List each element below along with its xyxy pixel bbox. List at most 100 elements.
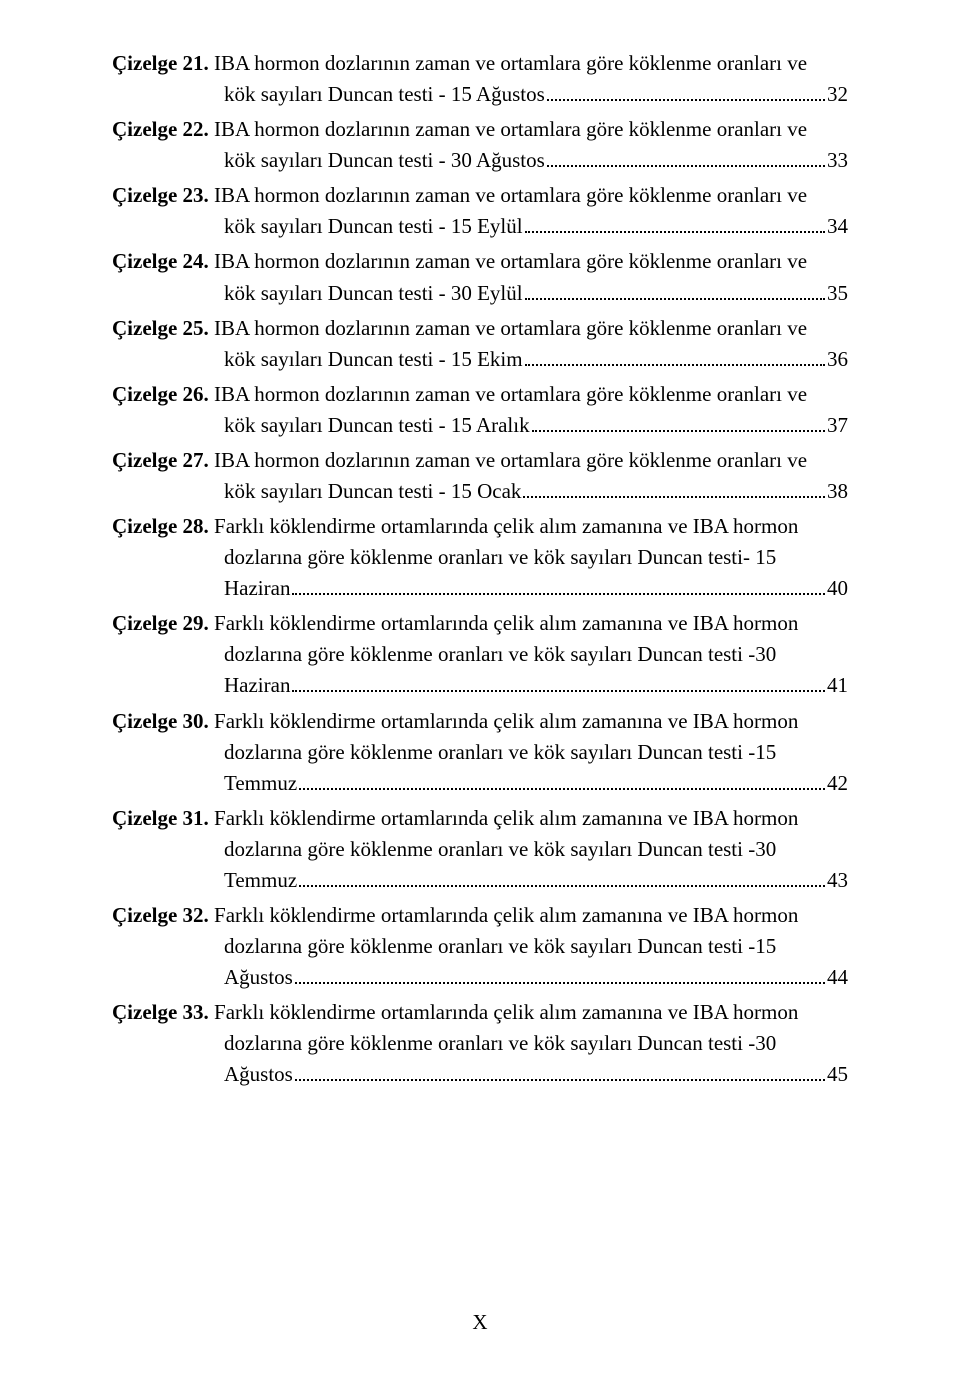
leader-dots	[547, 146, 825, 167]
page: Çizelge 21. IBA hormon dozlarının zaman …	[0, 0, 960, 1373]
toc-entry-line: Çizelge 26. IBA hormon dozlarının zaman …	[112, 379, 848, 410]
toc-entry-line: Çizelge 22. IBA hormon dozlarının zaman …	[112, 114, 848, 145]
toc-entry-text: Haziran	[224, 573, 290, 604]
toc-entry-page: 33	[827, 145, 848, 176]
toc-entry: Çizelge 25. IBA hormon dozlarının zaman …	[112, 313, 848, 375]
toc-entry-text: dozlarına göre köklenme oranları ve kök …	[224, 545, 776, 569]
toc-entry: Çizelge 31. Farklı köklendirme ortamları…	[112, 803, 848, 896]
leader-dots	[525, 213, 825, 234]
toc-entry-text: dozlarına göre köklenme oranları ve kök …	[224, 642, 776, 666]
toc-entry: Çizelge 29. Farklı köklendirme ortamları…	[112, 608, 848, 701]
toc-entry-page: 32	[827, 79, 848, 110]
toc-entry-label: Çizelge 25.	[112, 316, 209, 340]
toc-entry-leader-line: Temmuz 42	[112, 768, 848, 799]
toc-entry-text: Farklı köklendirme ortamlarında çelik al…	[214, 806, 798, 830]
toc-entry-text: Farklı köklendirme ortamlarında çelik al…	[214, 1000, 798, 1024]
toc-entry: Çizelge 22. IBA hormon dozlarının zaman …	[112, 114, 848, 176]
toc-entry-text: kök sayıları Duncan testi - 15 Ekim	[224, 344, 523, 375]
toc-entry-text: dozlarına göre köklenme oranları ve kök …	[224, 837, 776, 861]
toc-entry-line: dozlarına göre köklenme oranları ve kök …	[112, 834, 848, 865]
toc-entry-label: Çizelge 23.	[112, 183, 209, 207]
toc-entry-line: Çizelge 33. Farklı köklendirme ortamları…	[112, 997, 848, 1028]
toc-entry-text: dozlarına göre köklenme oranları ve kök …	[224, 740, 776, 764]
toc-entry-page: 34	[827, 211, 848, 242]
toc-entry: Çizelge 27. IBA hormon dozlarının zaman …	[112, 445, 848, 507]
leader-dots	[523, 477, 825, 498]
toc-entry-leader-line: kök sayıları Duncan testi - 15 Ocak38	[112, 476, 848, 507]
toc-entry-label: Çizelge 31.	[112, 806, 209, 830]
toc-entry-line: Çizelge 21. IBA hormon dozlarının zaman …	[112, 48, 848, 79]
toc-entry-page: 43	[827, 865, 848, 896]
toc-entry-leader-line: Ağustos 45	[112, 1059, 848, 1090]
leader-dots	[295, 1061, 825, 1082]
toc-entry-line: dozlarına göre köklenme oranları ve kök …	[112, 1028, 848, 1059]
toc-entry-text: IBA hormon dozlarının zaman ve ortamlara…	[214, 448, 807, 472]
toc-entry-page: 41	[827, 670, 848, 701]
leader-dots	[525, 345, 825, 366]
toc-entry-leader-line: kök sayıları Duncan testi - 30 Ağustos33	[112, 145, 848, 176]
toc-entry-text: IBA hormon dozlarının zaman ve ortamlara…	[214, 51, 807, 75]
toc-entry: Çizelge 33. Farklı köklendirme ortamları…	[112, 997, 848, 1090]
toc-entry-line: Çizelge 30. Farklı köklendirme ortamları…	[112, 706, 848, 737]
toc-entry-line: Çizelge 29. Farklı köklendirme ortamları…	[112, 608, 848, 639]
toc-entry: Çizelge 30. Farklı köklendirme ortamları…	[112, 706, 848, 799]
toc-entry-label: Çizelge 21.	[112, 51, 209, 75]
toc-entry-label: Çizelge 22.	[112, 117, 209, 141]
leader-dots	[292, 574, 825, 595]
toc-entry-leader-line: Haziran 41	[112, 670, 848, 701]
page-number-footer: X	[0, 1310, 960, 1335]
toc-entry: Çizelge 23. IBA hormon dozlarının zaman …	[112, 180, 848, 242]
toc-entry-text: kök sayıları Duncan testi - 30 Eylül	[224, 278, 523, 309]
toc-entry-text: kök sayıları Duncan testi - 15 Ocak	[224, 476, 521, 507]
toc-entry-leader-line: kök sayıları Duncan testi - 15 Eylül 34	[112, 211, 848, 242]
toc-entry: Çizelge 28. Farklı köklendirme ortamları…	[112, 511, 848, 604]
toc-entry-text: Temmuz	[224, 768, 297, 799]
toc-entry-line: dozlarına göre köklenme oranları ve kök …	[112, 737, 848, 768]
toc-entry-line: dozlarına göre köklenme oranları ve kök …	[112, 542, 848, 573]
toc-entry-page: 36	[827, 344, 848, 375]
toc-entry-text: kök sayıları Duncan testi - 15 Eylül	[224, 211, 523, 242]
toc-entry-label: Çizelge 33.	[112, 1000, 209, 1024]
toc-entry-page: 37	[827, 410, 848, 441]
toc-entry-text: IBA hormon dozlarının zaman ve ortamlara…	[214, 117, 807, 141]
toc-entry-label: Çizelge 27.	[112, 448, 209, 472]
toc-entry-line: Çizelge 27. IBA hormon dozlarının zaman …	[112, 445, 848, 476]
toc-entry-text: Farklı köklendirme ortamlarında çelik al…	[214, 903, 798, 927]
toc-entry-line: dozlarına göre köklenme oranları ve kök …	[112, 931, 848, 962]
toc-entry-label: Çizelge 24.	[112, 249, 209, 273]
leader-dots	[299, 866, 825, 887]
toc-entry: Çizelge 24. IBA hormon dozlarının zaman …	[112, 246, 848, 308]
toc-entry-text: IBA hormon dozlarının zaman ve ortamlara…	[214, 316, 807, 340]
toc-entry-text: Farklı köklendirme ortamlarında çelik al…	[214, 709, 798, 733]
toc-entry-line: dozlarına göre köklenme oranları ve kök …	[112, 639, 848, 670]
toc-entry-text: Ağustos	[224, 962, 293, 993]
toc-entry-page: 45	[827, 1059, 848, 1090]
toc-entry: Çizelge 21. IBA hormon dozlarının zaman …	[112, 48, 848, 110]
toc-entry-label: Çizelge 26.	[112, 382, 209, 406]
toc-entry-text: kök sayıları Duncan testi - 15 Ağustos	[224, 79, 545, 110]
toc-entry-line: Çizelge 28. Farklı köklendirme ortamları…	[112, 511, 848, 542]
toc-entry-leader-line: Ağustos 44	[112, 962, 848, 993]
toc-list: Çizelge 21. IBA hormon dozlarının zaman …	[112, 48, 848, 1091]
toc-entry-text: IBA hormon dozlarının zaman ve ortamlara…	[214, 249, 807, 273]
leader-dots	[547, 80, 825, 101]
toc-entry-line: Çizelge 24. IBA hormon dozlarının zaman …	[112, 246, 848, 277]
toc-entry: Çizelge 32. Farklı köklendirme ortamları…	[112, 900, 848, 993]
toc-entry-page: 35	[827, 278, 848, 309]
toc-entry-line: Çizelge 25. IBA hormon dozlarının zaman …	[112, 313, 848, 344]
toc-entry-text: Farklı köklendirme ortamlarında çelik al…	[214, 611, 798, 635]
toc-entry-line: Çizelge 32. Farklı köklendirme ortamları…	[112, 900, 848, 931]
toc-entry-text: kök sayıları Duncan testi - 15 Aralık	[224, 410, 530, 441]
toc-entry-leader-line: Temmuz43	[112, 865, 848, 896]
toc-entry-page: 42	[827, 768, 848, 799]
leader-dots	[299, 769, 825, 790]
toc-entry-text: dozlarına göre köklenme oranları ve kök …	[224, 934, 776, 958]
toc-entry-leader-line: kök sayıları Duncan testi - 15 Ekim 36	[112, 344, 848, 375]
toc-entry: Çizelge 26. IBA hormon dozlarının zaman …	[112, 379, 848, 441]
toc-entry-page: 44	[827, 962, 848, 993]
toc-entry-text: Ağustos	[224, 1059, 293, 1090]
toc-entry-leader-line: kök sayıları Duncan testi - 15 Ağustos 32	[112, 79, 848, 110]
leader-dots	[532, 411, 825, 432]
toc-entry-text: Haziran	[224, 670, 290, 701]
toc-entry-line: Çizelge 23. IBA hormon dozlarının zaman …	[112, 180, 848, 211]
